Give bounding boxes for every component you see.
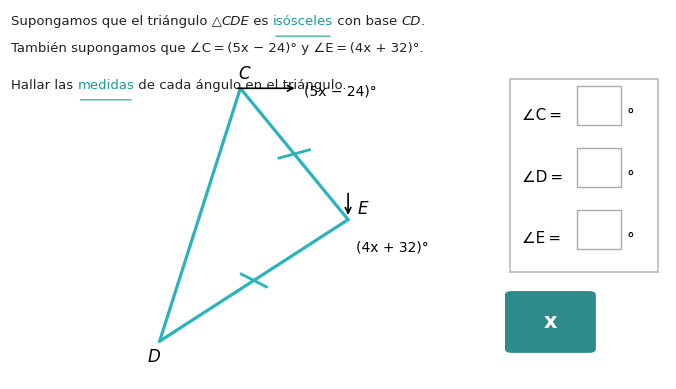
Text: También supongamos que ∠C = (5x − 24)° y ∠E = (4x + 32)°.: También supongamos que ∠C = (5x − 24)° y… xyxy=(11,42,424,55)
Text: medidas: medidas xyxy=(78,79,135,92)
Text: °: ° xyxy=(626,231,634,246)
Text: CDE: CDE xyxy=(222,15,249,28)
Text: .: . xyxy=(420,15,425,28)
Bar xyxy=(577,86,621,125)
Text: ∠D =: ∠D = xyxy=(522,170,563,185)
Bar xyxy=(577,210,621,249)
FancyBboxPatch shape xyxy=(505,291,596,353)
Text: Hallar las: Hallar las xyxy=(11,79,78,92)
Text: x: x xyxy=(544,312,557,332)
Text: ∠C =: ∠C = xyxy=(522,108,562,123)
Bar xyxy=(510,79,658,272)
Text: Supongamos que el triángulo △: Supongamos que el triángulo △ xyxy=(11,15,222,28)
Text: isósceles: isósceles xyxy=(273,15,333,28)
Text: D: D xyxy=(148,349,161,366)
Text: ∠E =: ∠E = xyxy=(522,231,561,246)
Text: de cada ángulo en el triángulo.: de cada ángulo en el triángulo. xyxy=(135,79,347,92)
Text: (5x − 24)°: (5x − 24)° xyxy=(304,84,377,98)
Bar xyxy=(577,148,621,187)
Text: con base: con base xyxy=(333,15,402,28)
Text: °: ° xyxy=(626,108,634,123)
Text: (4x + 32)°: (4x + 32)° xyxy=(356,241,429,255)
Text: es: es xyxy=(249,15,273,28)
Text: C: C xyxy=(238,65,249,82)
Text: CD: CD xyxy=(401,15,420,28)
Text: °: ° xyxy=(626,170,634,185)
Text: E: E xyxy=(358,200,368,218)
